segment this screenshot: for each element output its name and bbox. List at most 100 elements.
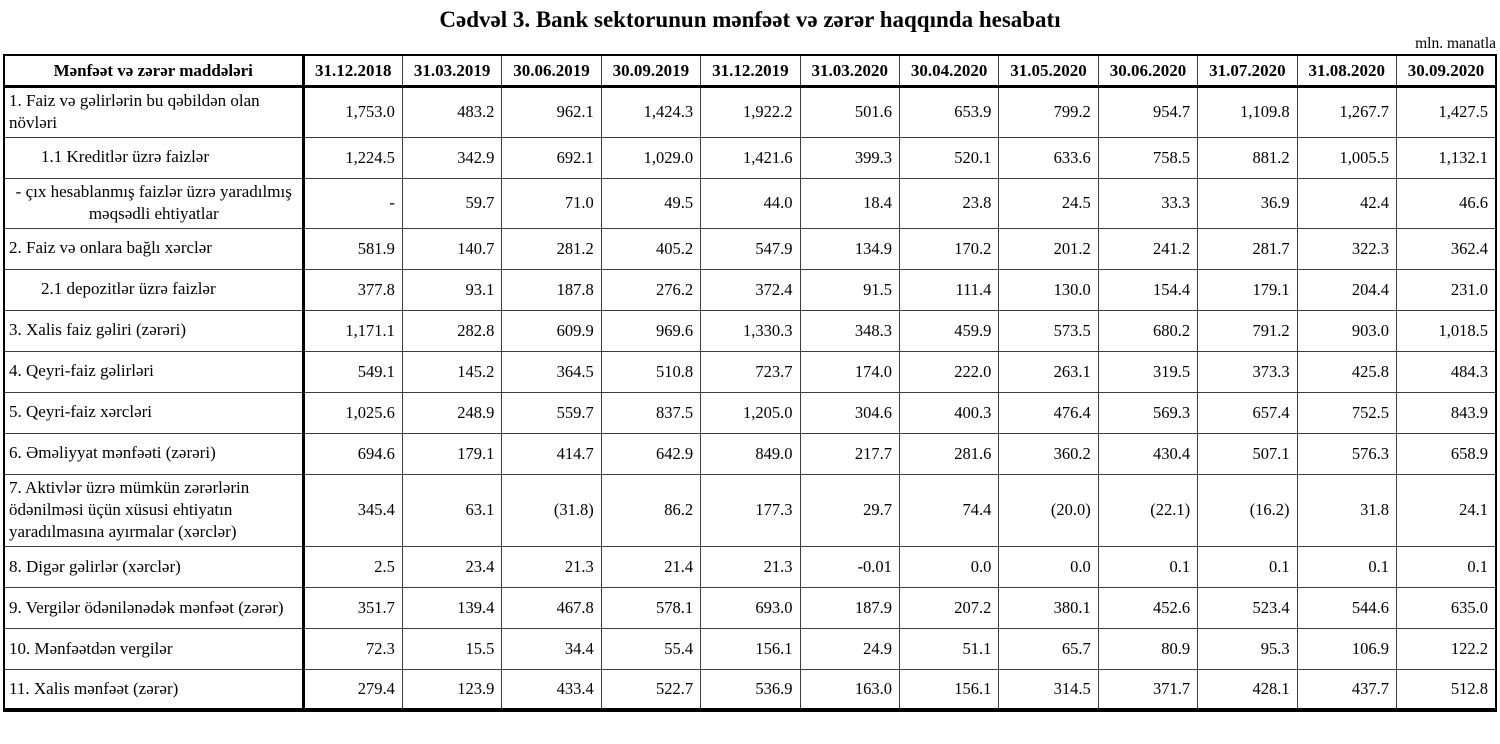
- period-header: 30.09.2020: [1395, 54, 1497, 88]
- cell-value: 1,753.0: [302, 85, 403, 138]
- cell-value: 44.0: [700, 177, 801, 229]
- cell-value: 364.5: [501, 350, 602, 393]
- cell-value: 174.0: [799, 350, 900, 393]
- cell-value: 63.1: [401, 473, 503, 547]
- cell-value: 24.9: [799, 627, 900, 670]
- cell-value: 2.5: [302, 545, 403, 588]
- cell-value: 467.8: [501, 586, 602, 629]
- cell-value: 635.0: [1395, 586, 1497, 629]
- cell-value: 371.7: [1097, 668, 1199, 711]
- cell-value: 351.7: [302, 586, 403, 629]
- cell-value: 187.8: [501, 268, 602, 311]
- cell-value: 179.1: [1197, 268, 1298, 311]
- cell-value: 522.7: [600, 668, 702, 711]
- cell-value: 314.5: [998, 668, 1099, 711]
- cell-value: 693.0: [700, 586, 801, 629]
- cell-value: 799.2: [998, 85, 1099, 138]
- cell-value: 130.0: [998, 268, 1099, 311]
- cell-value: 241.2: [1097, 227, 1199, 270]
- cell-value: 723.7: [700, 350, 801, 393]
- period-header: 30.09.2019: [600, 54, 702, 88]
- cell-value: 177.3: [700, 473, 801, 547]
- page-title: Cədvəl 3. Bank sektorunun mənfəət və zər…: [439, 7, 1061, 32]
- cell-value: 217.7: [799, 432, 900, 475]
- cell-value: 86.2: [600, 473, 702, 547]
- cell-value: 837.5: [600, 391, 702, 434]
- table-row: 3. Xalis faiz gəliri (zərəri) 1,171.1 282.…: [3, 309, 1497, 352]
- cell-value: 362.4: [1395, 227, 1497, 270]
- cell-value: 248.9: [401, 391, 503, 434]
- cell-value: 93.1: [401, 268, 503, 311]
- cell-value: 653.9: [898, 85, 1000, 138]
- cell-value: 569.3: [1097, 391, 1199, 434]
- table-row: 9. Vergilər ödənilənədək mənfəət (zərər)…: [3, 586, 1497, 629]
- cell-value: 72.3: [302, 627, 403, 670]
- cell-value: 399.3: [799, 136, 900, 179]
- cell-value: 501.6: [799, 85, 900, 138]
- cell-value: 281.7: [1197, 227, 1298, 270]
- cell-value: 609.9: [501, 309, 602, 352]
- cell-value: 170.2: [898, 227, 1000, 270]
- cell-value: 1,205.0: [700, 391, 801, 434]
- cell-value: 18.4: [799, 177, 900, 229]
- cell-value: 657.4: [1197, 391, 1298, 434]
- cell-value: 576.3: [1296, 432, 1397, 475]
- cell-value: 433.4: [501, 668, 602, 711]
- cell-value: 425.8: [1296, 350, 1397, 393]
- table-row: 11. Xalis mənfəət (zərər) 279.4 123.9 433.4…: [3, 668, 1497, 711]
- cell-value: (22.1): [1097, 473, 1199, 547]
- cell-value: 281.6: [898, 432, 1000, 475]
- table-row: 1. Faiz və gəlirlərin bu qəbildən olan n…: [3, 85, 1497, 138]
- cell-value: 187.9: [799, 586, 900, 629]
- cell-value: 510.8: [600, 350, 702, 393]
- cell-value: 633.6: [998, 136, 1099, 179]
- cell-value: 122.2: [1395, 627, 1497, 670]
- cell-value: 29.7: [799, 473, 900, 547]
- cell-value: 156.1: [898, 668, 1000, 711]
- row-label: 10. Mənfəətdən vergilər: [3, 627, 305, 670]
- cell-value: 204.4: [1296, 268, 1397, 311]
- cell-value: 279.4: [302, 668, 403, 711]
- cell-value: 1,005.5: [1296, 136, 1397, 179]
- cell-value: 903.0: [1296, 309, 1397, 352]
- cell-value: 322.3: [1296, 227, 1397, 270]
- cell-value: 954.7: [1097, 85, 1199, 138]
- cell-value: (16.2): [1197, 473, 1298, 547]
- cell-value: 459.9: [898, 309, 1000, 352]
- cell-value: 55.4: [600, 627, 702, 670]
- row-label: 7. Aktivlər üzrə mümkün zərərlərin ödəni…: [3, 473, 305, 547]
- cell-value: 437.7: [1296, 668, 1397, 711]
- row-label: - çıx hesablanmış faizlər üzrə yaradılmı…: [3, 177, 305, 229]
- cell-value: 51.1: [898, 627, 1000, 670]
- cell-value: (31.8): [501, 473, 602, 547]
- cell-value: 263.1: [998, 350, 1099, 393]
- row-label: 5. Qeyri-faiz xərcləri: [3, 391, 305, 434]
- cell-value: 680.2: [1097, 309, 1199, 352]
- cell-value: 547.9: [700, 227, 801, 270]
- row-label: 4. Qeyri-faiz gəlirləri: [3, 350, 305, 393]
- period-header: 31.12.2018: [302, 54, 403, 88]
- cell-value: 59.7: [401, 177, 503, 229]
- cell-value: 0.1: [1197, 545, 1298, 588]
- cell-value: 752.5: [1296, 391, 1397, 434]
- row-label: 6. Əməliyyat mənfəəti (zərəri): [3, 432, 305, 475]
- cell-value: 512.8: [1395, 668, 1497, 711]
- cell-value: 1,922.2: [700, 85, 801, 138]
- cell-value: 380.1: [998, 586, 1099, 629]
- profit-loss-table: Mənfəət və zərər maddələri 31.12.2018 31.…: [3, 54, 1497, 713]
- cell-value: 276.2: [600, 268, 702, 311]
- row-label: 8. Digər gəlirlər (xərclər): [3, 545, 305, 588]
- cell-value: 207.2: [898, 586, 1000, 629]
- cell-value: 1,171.1: [302, 309, 403, 352]
- period-header: 31.07.2020: [1197, 54, 1298, 88]
- cell-value: 1,029.0: [600, 136, 702, 179]
- cell-value: 1,025.6: [302, 391, 403, 434]
- cell-value: 31.8: [1296, 473, 1397, 547]
- row-label: 11. Xalis mənfəət (zərər): [3, 668, 305, 711]
- table-row: 5. Qeyri-faiz xərcləri 1,025.6 248.9 559.7 8…: [3, 391, 1497, 434]
- cell-value: 21.4: [600, 545, 702, 588]
- cell-value: -: [302, 177, 403, 229]
- cell-value: 319.5: [1097, 350, 1199, 393]
- cell-value: 24.5: [998, 177, 1099, 229]
- cell-value: 304.6: [799, 391, 900, 434]
